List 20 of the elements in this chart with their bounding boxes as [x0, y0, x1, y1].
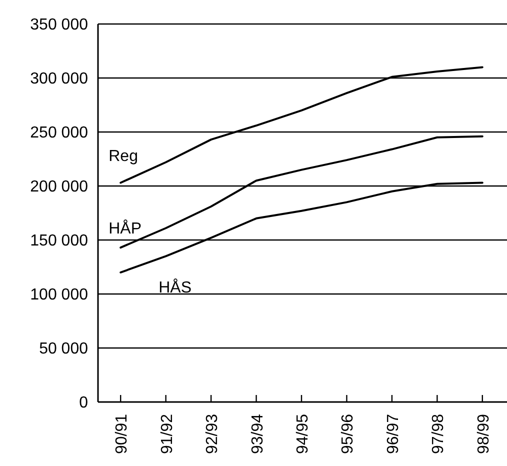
y-tick-label: 250 000 — [30, 124, 88, 142]
x-tick-label: 91/92 — [158, 414, 176, 454]
x-tick-label: 95/96 — [340, 414, 357, 454]
series-label: HÅP — [108, 220, 142, 238]
y-tick-label: 350 000 — [30, 16, 88, 34]
x-tick-label: 96/97 — [384, 414, 402, 454]
y-tick-label: 50 000 — [39, 340, 88, 358]
y-tick-label: 0 — [79, 394, 88, 412]
y-tick-label: 300 000 — [30, 70, 88, 88]
y-tick-label: 100 000 — [30, 286, 88, 304]
x-tick-label: 92/93 — [204, 414, 222, 454]
x-tick-label: 98/99 — [475, 414, 492, 454]
x-tick-label: 97/98 — [430, 414, 448, 454]
series-label: HÅS — [158, 278, 192, 296]
y-tick-label: 200 000 — [30, 178, 88, 196]
y-tick-label: 150 000 — [30, 232, 88, 250]
x-tick-label: 93/94 — [249, 414, 266, 454]
series-label: Reg — [108, 148, 138, 165]
x-tick-label: 90/91 — [114, 414, 131, 454]
x-tick-label: 94/95 — [294, 414, 312, 454]
